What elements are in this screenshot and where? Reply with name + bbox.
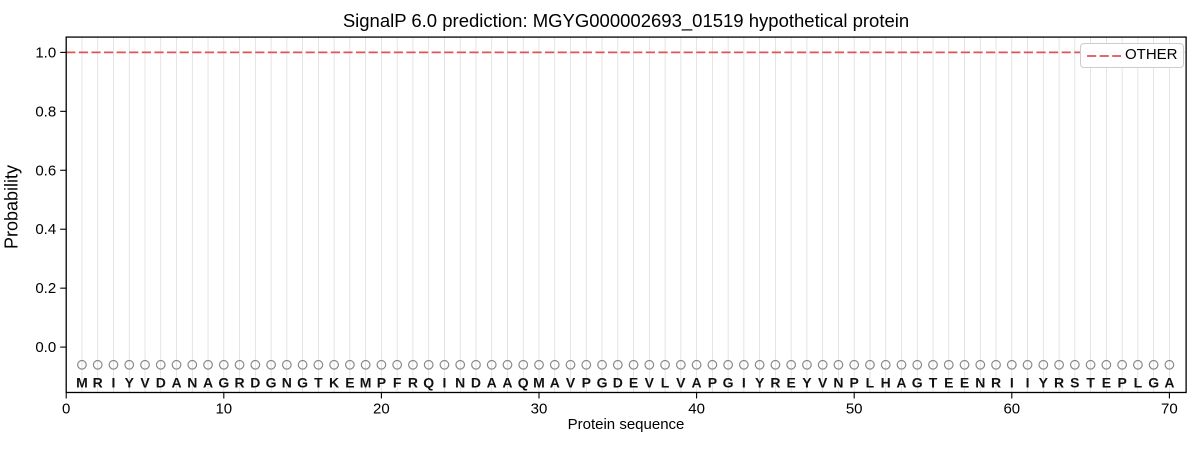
svg-text:D: D — [613, 374, 623, 390]
svg-text:E: E — [944, 374, 953, 390]
svg-text:G: G — [912, 374, 923, 390]
svg-text:70: 70 — [1161, 400, 1178, 417]
svg-text:A: A — [487, 374, 497, 390]
svg-text:K: K — [329, 374, 339, 390]
svg-text:Y: Y — [802, 374, 812, 390]
svg-text:A: A — [692, 374, 702, 390]
svg-text:20: 20 — [373, 400, 390, 417]
svg-text:G: G — [1148, 374, 1159, 390]
svg-text:T: T — [314, 374, 323, 390]
svg-text:G: G — [218, 374, 229, 390]
svg-text:R: R — [991, 374, 1001, 390]
svg-text:E: E — [1102, 374, 1111, 390]
svg-text:M: M — [533, 374, 545, 390]
svg-text:V: V — [676, 374, 686, 390]
svg-text:R: R — [93, 374, 103, 390]
svg-text:P: P — [1117, 374, 1126, 390]
svg-text:N: N — [833, 374, 843, 390]
svg-text:Y: Y — [755, 374, 765, 390]
svg-text:0.0: 0.0 — [35, 339, 56, 356]
svg-text:D: D — [471, 374, 481, 390]
svg-text:V: V — [818, 374, 828, 390]
svg-text:Y: Y — [125, 374, 135, 390]
svg-text:E: E — [786, 374, 795, 390]
svg-text:A: A — [171, 374, 181, 390]
svg-text:A: A — [203, 374, 213, 390]
svg-text:Q: Q — [423, 374, 434, 390]
svg-text:N: N — [282, 374, 292, 390]
svg-text:H: H — [881, 374, 891, 390]
svg-text:A: A — [1164, 374, 1174, 390]
svg-text:M: M — [76, 374, 88, 390]
svg-text:Q: Q — [518, 374, 529, 390]
svg-text:F: F — [393, 374, 402, 390]
svg-text:D: D — [250, 374, 260, 390]
svg-text:R: R — [770, 374, 780, 390]
svg-text:40: 40 — [688, 400, 705, 417]
svg-text:G: G — [723, 374, 734, 390]
svg-text:R: R — [1054, 374, 1064, 390]
svg-text:0.8: 0.8 — [35, 103, 56, 120]
svg-text:P: P — [708, 374, 717, 390]
svg-text:50: 50 — [846, 400, 863, 417]
svg-text:V: V — [566, 374, 576, 390]
svg-text:Y: Y — [1039, 374, 1049, 390]
svg-text:0.6: 0.6 — [35, 162, 56, 179]
svg-text:N: N — [455, 374, 465, 390]
svg-text:V: V — [645, 374, 655, 390]
svg-text:A: A — [550, 374, 560, 390]
svg-text:G: G — [597, 374, 608, 390]
svg-text:G: G — [266, 374, 277, 390]
svg-text:I: I — [742, 374, 746, 390]
svg-text:R: R — [408, 374, 418, 390]
svg-text:E: E — [960, 374, 969, 390]
svg-text:A: A — [502, 374, 512, 390]
svg-text:D: D — [156, 374, 166, 390]
svg-text:R: R — [234, 374, 244, 390]
svg-text:P: P — [377, 374, 386, 390]
svg-text:A: A — [896, 374, 906, 390]
svg-text:P: P — [582, 374, 591, 390]
svg-text:1.0: 1.0 — [35, 44, 56, 61]
svg-text:0.2: 0.2 — [35, 280, 56, 297]
svg-text:60: 60 — [1003, 400, 1020, 417]
svg-text:L: L — [1134, 374, 1143, 390]
svg-text:G: G — [297, 374, 308, 390]
svg-text:I: I — [112, 374, 116, 390]
svg-text:E: E — [629, 374, 638, 390]
svg-text:N: N — [975, 374, 985, 390]
svg-text:I: I — [442, 374, 446, 390]
svg-text:0: 0 — [62, 400, 70, 417]
svg-text:0.4: 0.4 — [35, 221, 56, 238]
svg-text:T: T — [929, 374, 938, 390]
svg-text:V: V — [140, 374, 150, 390]
svg-text:S: S — [1070, 374, 1079, 390]
svg-text:P: P — [850, 374, 859, 390]
svg-text:I: I — [1010, 374, 1014, 390]
svg-text:N: N — [187, 374, 197, 390]
svg-text:30: 30 — [531, 400, 548, 417]
svg-text:T: T — [1086, 374, 1095, 390]
svg-text:I: I — [1026, 374, 1030, 390]
svg-text:E: E — [345, 374, 354, 390]
svg-text:L: L — [866, 374, 875, 390]
svg-text:10: 10 — [215, 400, 232, 417]
svg-text:M: M — [360, 374, 372, 390]
svg-text:L: L — [661, 374, 670, 390]
